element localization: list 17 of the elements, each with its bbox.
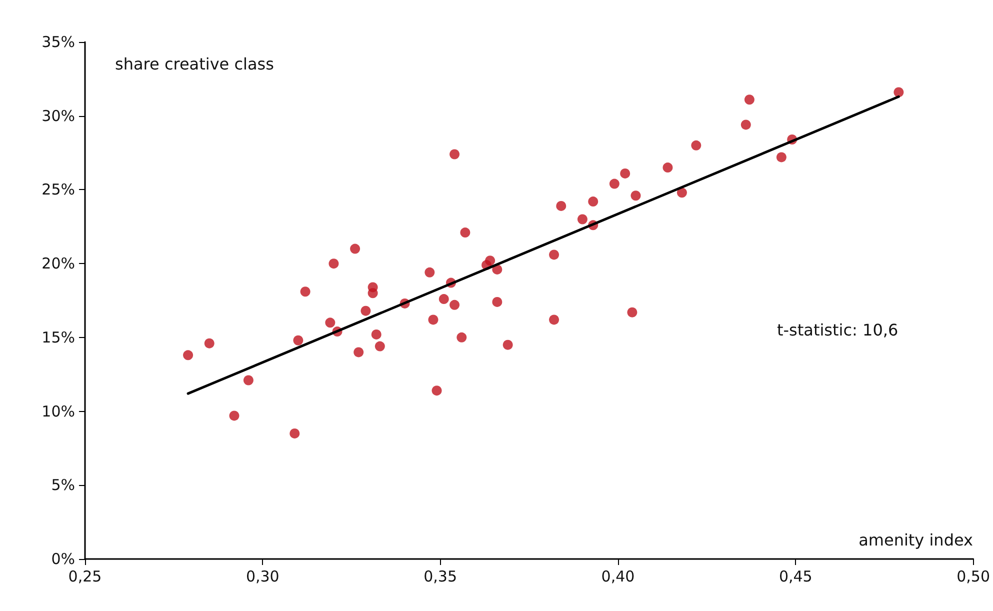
y-tick-label: 25%	[42, 180, 75, 199]
x-axis-title: amenity index	[858, 530, 973, 550]
y-tick-label: 10%	[42, 402, 75, 420]
x-tick-label: 0,35	[424, 568, 458, 586]
x-tick-label: 0,30	[246, 568, 280, 586]
x-tick-label: 0,40	[601, 568, 635, 586]
y-tick-label: 5%	[51, 476, 75, 494]
y-tick-label: 30%	[42, 106, 75, 125]
y-tick-label: 20%	[42, 254, 75, 273]
y-tick-label: 15%	[42, 328, 75, 346]
x-tick-label: 0,50	[956, 568, 990, 586]
y-tick-label: 0%	[51, 550, 75, 568]
y-axis-title: share creative class	[115, 54, 274, 74]
y-tick-label: 35%	[42, 33, 75, 51]
x-tick-label: 0,25	[68, 568, 102, 586]
x-tick-label: 0,45	[778, 568, 812, 586]
annotation: t-statistic: 10,6	[777, 320, 898, 340]
